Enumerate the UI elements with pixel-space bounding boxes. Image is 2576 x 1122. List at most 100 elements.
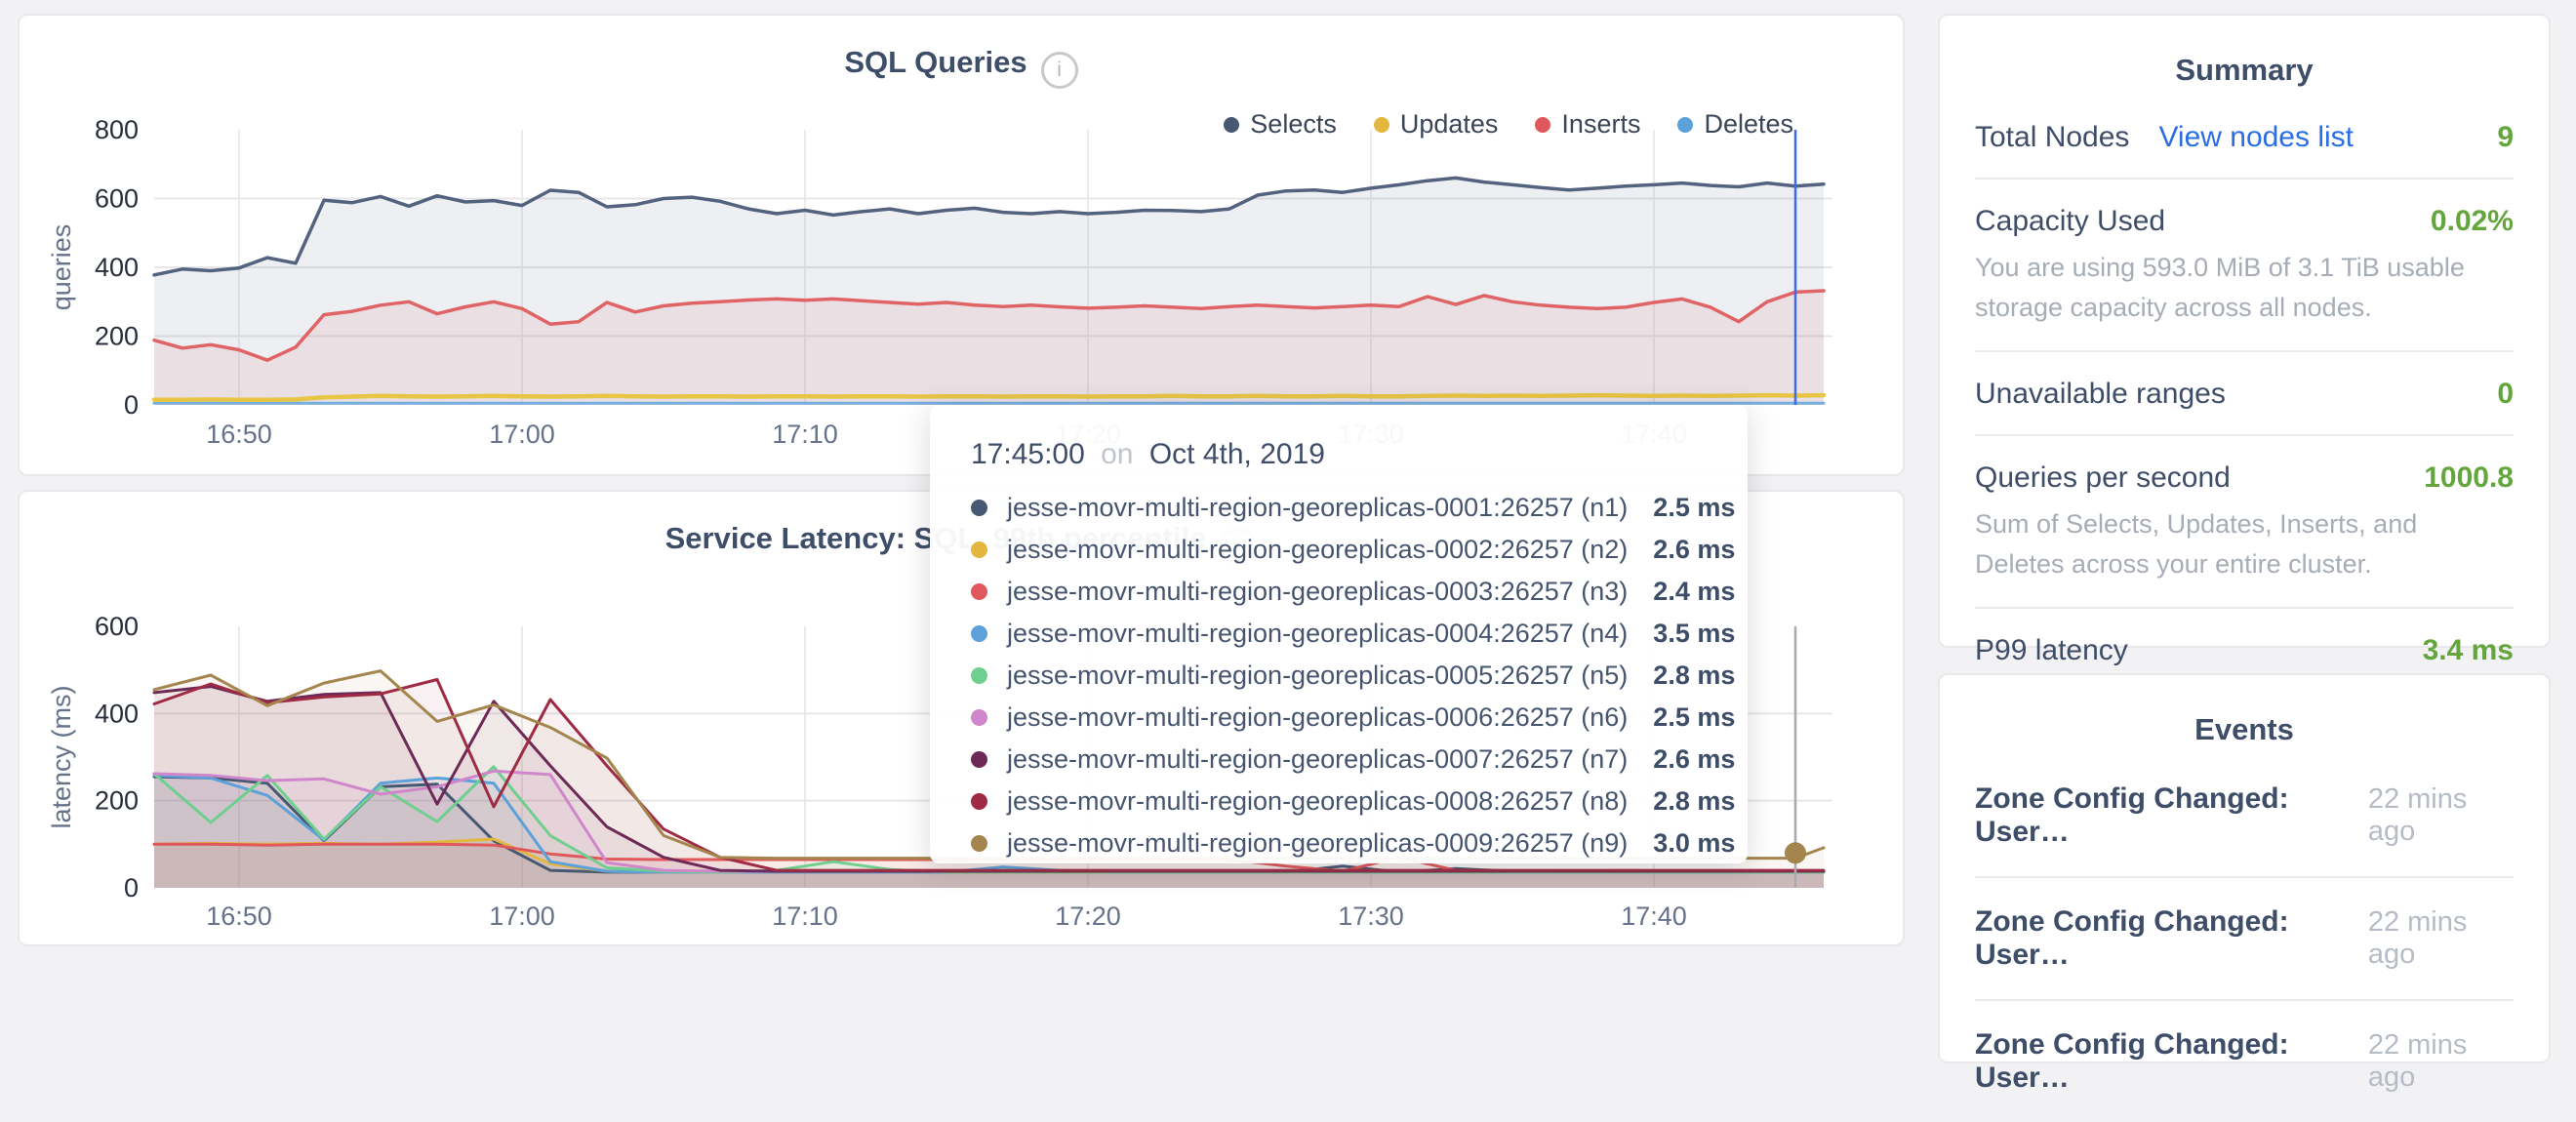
y-axis-tick-label: 800: [95, 115, 139, 144]
node-color-dot: [971, 835, 987, 852]
queries-per-second-subtitle: Sum of Selects, Updates, Inserts, and De…: [1975, 509, 2418, 579]
series-line: [152, 678, 1826, 872]
summary-row-total-nodes: Total Nodes View nodes list 9: [1975, 96, 2514, 180]
summary-row-queries-per-second: Queries per second 1000.8 Sum of Selects…: [1975, 436, 2514, 609]
event-timestamp: 22 mins ago: [2367, 906, 2468, 970]
summary-panel: Summary Total Nodes View nodes list 9 Ca…: [1938, 14, 2551, 666]
legend-label: Selects: [1250, 109, 1337, 139]
capacity-used-label: Capacity Used: [1975, 205, 2166, 237]
node-name: jesse-movr-multi-region-georeplicas-0002…: [1007, 535, 1629, 564]
p99-latency-label: P99 latency: [1975, 634, 2128, 666]
series-area: [154, 679, 1824, 888]
queries-per-second-label: Queries per second: [1975, 461, 2231, 494]
legend-dot: [1535, 116, 1551, 133]
y-axis-tick-label: 0: [124, 390, 139, 420]
tooltip-node-row: jesse-movr-multi-region-georeplicas-0003…: [971, 571, 1735, 613]
event-timestamp: 22 mins ago: [2367, 783, 2468, 847]
event-row[interactable]: Zone Config Changed: User… 22 mins ago: [1975, 755, 2514, 878]
tooltip-node-row: jesse-movr-multi-region-georeplicas-0008…: [971, 781, 1735, 822]
node-latency-value: 2.6 ms: [1653, 744, 1736, 774]
tooltip-timestamp: 17:45:00 on Oct 4th, 2019: [971, 438, 1718, 471]
node-name: jesse-movr-multi-region-georeplicas-0003…: [1007, 577, 1629, 606]
sql-queries-title-text: SQL Queries: [844, 45, 1027, 79]
tooltip-node-row: jesse-movr-multi-region-georeplicas-0005…: [971, 655, 1735, 697]
y-axis-tick-label: 600: [95, 184, 139, 214]
legend-label: Updates: [1399, 109, 1499, 139]
event-label: Zone Config Changed: User…: [1975, 782, 2289, 848]
x-axis-tick-label: 17:20: [1055, 902, 1121, 931]
legend-label: Deletes: [1704, 109, 1793, 139]
node-name: jesse-movr-multi-region-georeplicas-0001…: [1007, 493, 1629, 522]
view-nodes-list-link[interactable]: View nodes list: [2158, 121, 2354, 153]
x-axis-tick-label: 16:50: [206, 902, 272, 931]
series-area: [154, 178, 1824, 405]
sql-queries-card: SQL Queries i Selects Updates Inserts Delete…: [18, 14, 1905, 476]
node-name: jesse-movr-multi-region-georeplicas-0004…: [1007, 619, 1629, 648]
summary-row-unavailable-ranges: Unavailable ranges 0: [1975, 352, 2514, 436]
node-name: jesse-movr-multi-region-georeplicas-0007…: [1007, 744, 1629, 774]
node-color-dot: [971, 583, 987, 600]
series-area: [154, 670, 1824, 888]
sql-queries-chart[interactable]: 16:5017:0017:1017:2017:3017:400200400600…: [20, 16, 1903, 474]
node-latency-value: 2.5 ms: [1653, 493, 1736, 522]
summary-panel-title: Summary: [2175, 53, 2314, 87]
event-timestamp: 22 mins ago: [2367, 1029, 2468, 1093]
node-latency-value: 3.0 ms: [1653, 828, 1736, 858]
series-area: [154, 775, 1824, 888]
x-axis-tick-label: 17:00: [489, 420, 555, 449]
x-axis-tick-label: 17:10: [772, 420, 838, 449]
tooltip-node-row: jesse-movr-multi-region-georeplicas-0001…: [971, 487, 1735, 529]
legend-dot: [1224, 116, 1240, 133]
node-color-dot: [971, 709, 987, 726]
node-latency-value: 2.4 ms: [1653, 577, 1736, 606]
tooltip-node-row: jesse-movr-multi-region-georeplicas-0004…: [971, 613, 1735, 655]
event-row[interactable]: Zone Config Changed: User… 22 mins ago: [1975, 878, 2514, 1001]
y-axis-tick-label: 200: [95, 786, 139, 816]
series-line: [151, 392, 1827, 402]
tooltip-node-row: jesse-movr-multi-region-georeplicas-0007…: [971, 739, 1735, 781]
sql-queries-title: SQL Queries i: [20, 45, 1903, 89]
node-color-dot: [971, 625, 987, 642]
event-label: Zone Config Changed: User…: [1975, 1028, 2289, 1094]
node-name: jesse-movr-multi-region-georeplicas-0006…: [1007, 702, 1629, 732]
node-name: jesse-movr-multi-region-georeplicas-0009…: [1007, 828, 1629, 858]
node-latency-value: 2.8 ms: [1653, 661, 1736, 690]
tooltip-date: Oct 4th, 2019: [1148, 438, 1325, 470]
node-color-dot: [971, 751, 987, 768]
series-line: [152, 176, 1826, 277]
legend-label: Inserts: [1561, 109, 1641, 139]
total-nodes-label: Total Nodes: [1975, 121, 2130, 153]
series-area: [154, 777, 1824, 888]
legend-item-updates: Updates: [1373, 109, 1499, 140]
tooltip-node-row: jesse-movr-multi-region-georeplicas-0009…: [971, 822, 1735, 864]
sql-queries-legend: Selects Updates Inserts Deletes: [1224, 109, 1793, 140]
series-area: [154, 291, 1824, 405]
queries-per-second-value: 1000.8: [2424, 461, 2514, 494]
legend-dot: [1677, 116, 1694, 133]
tooltip-time: 17:45:00: [971, 438, 1085, 470]
y-axis-tick-label: 200: [95, 322, 139, 351]
x-axis-tick-label: 17:10: [772, 902, 838, 931]
series-area: [154, 771, 1824, 888]
node-name: jesse-movr-multi-region-georeplicas-0008…: [1007, 786, 1629, 816]
series-area: [154, 839, 1824, 888]
events-panel: Events Zone Config Changed: User… 22 mins…: [1938, 673, 2551, 1094]
series-area: [154, 766, 1824, 888]
series-area: [154, 686, 1824, 888]
node-color-dot: [971, 500, 987, 516]
tooltip-rows: jesse-movr-multi-region-georeplicas-0001…: [971, 487, 1735, 864]
node-color-dot: [971, 667, 987, 684]
x-axis-tick-label: 17:40: [1621, 902, 1687, 931]
y-axis-tick-label: 400: [95, 699, 139, 728]
x-axis-tick-label: 16:50: [206, 420, 272, 449]
info-icon[interactable]: i: [1040, 52, 1078, 89]
hover-point: [1785, 842, 1806, 864]
series-line: [152, 289, 1826, 362]
event-row[interactable]: Zone Config Changed: User… 22 mins ago: [1975, 1001, 2514, 1122]
y-axis-tick-label: 600: [95, 612, 139, 641]
x-axis-tick-label: 17:30: [1338, 902, 1404, 931]
summary-row-p99-latency: P99 latency 3.4 ms: [1975, 609, 2514, 691]
tooltip-connector: on: [1101, 438, 1134, 470]
unavailable-ranges-label: Unavailable ranges: [1975, 378, 2226, 410]
tooltip-node-row: jesse-movr-multi-region-georeplicas-0006…: [971, 697, 1735, 739]
